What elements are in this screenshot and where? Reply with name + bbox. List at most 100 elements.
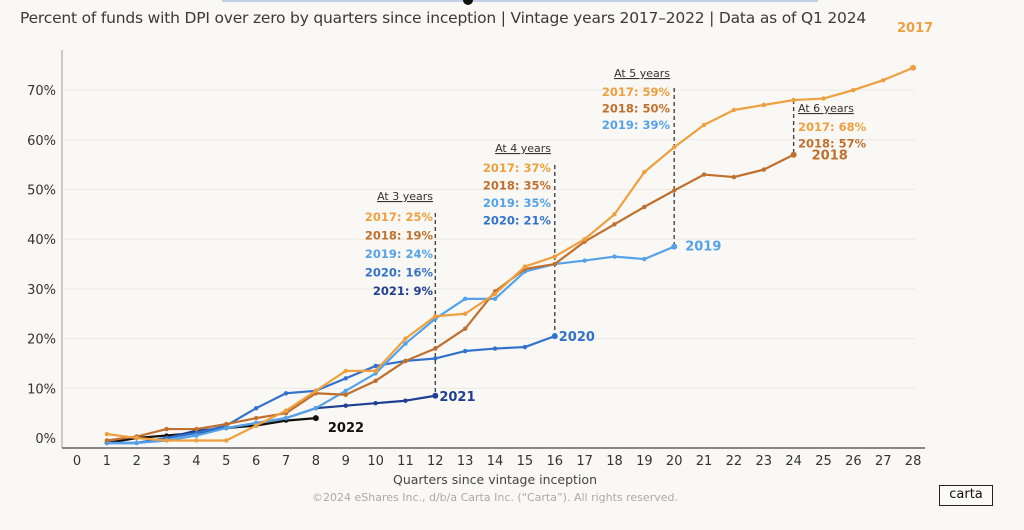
- data-point-2020: [433, 356, 438, 361]
- x-tick-label: 13: [457, 454, 474, 469]
- annotations: At 3 years 2017: 25% 2018: 19% 2019: 24% 202…: [365, 67, 867, 298]
- x-tick-label: 6: [252, 454, 260, 469]
- data-point-2018: [433, 346, 438, 351]
- annotation-value: 2018: 19%: [365, 229, 434, 243]
- x-tick-label: 27: [875, 454, 892, 469]
- data-point-2019: [343, 388, 348, 393]
- data-point-2017: [194, 438, 199, 443]
- x-tick-label: 20: [666, 454, 683, 469]
- data-point-2017: [283, 408, 289, 413]
- data-point-2017: [462, 311, 468, 316]
- annotation-value: 2019: 24%: [365, 247, 434, 261]
- data-point-2017: [582, 237, 587, 242]
- data-point-2017: [134, 435, 139, 441]
- data-point-2020: [492, 346, 498, 351]
- copyright-text: ©2024 eShares Inc., d/b/a Carta Inc. (“C…: [312, 491, 678, 504]
- x-tick-label: 9: [342, 454, 350, 469]
- data-point-2019: [612, 254, 617, 259]
- annotation-value: 2017: 37%: [483, 161, 552, 175]
- y-tick-label: 10%: [27, 382, 56, 397]
- x-tick-label: 18: [606, 454, 623, 469]
- annotation-value: 2020: 16%: [365, 266, 434, 280]
- data-point-2018: [253, 415, 259, 421]
- x-tick-label: 2: [133, 454, 141, 469]
- data-point-2017: [910, 64, 917, 71]
- data-point-2017: [612, 212, 617, 217]
- top-notch: [463, 0, 473, 5]
- x-tick-label: 1: [103, 454, 111, 469]
- data-point-2019: [642, 256, 647, 262]
- x-tick-label: 19: [636, 454, 653, 469]
- x-tick-label: 0: [73, 454, 81, 469]
- annotation-value: 2017: 68%: [798, 120, 867, 134]
- x-axis-ticks: 0 1 2 3 4 5 6 7 8 9 10 11 12 13 14 15 16 17 18 19 20 21 22 23 24…: [73, 454, 921, 469]
- data-point-2017: [791, 97, 796, 103]
- data-point-2018: [343, 392, 348, 397]
- data-point-2017: [224, 438, 229, 443]
- data-point-2019: [671, 243, 678, 250]
- annotation-value: 2020: 21%: [483, 214, 552, 228]
- x-tick-label: 24: [785, 454, 802, 469]
- y-tick-label: 60%: [27, 134, 56, 149]
- gridlines: [62, 89, 915, 389]
- data-point-2018: [403, 358, 408, 364]
- data-point-2021: [373, 401, 378, 406]
- data-point-2017: [701, 122, 707, 128]
- data-point-2017: [253, 423, 259, 428]
- annotation-value: 2018: 57%: [798, 137, 867, 151]
- data-point-2019: [403, 341, 408, 346]
- data-point-2017: [881, 77, 886, 83]
- data-point-2020: [253, 405, 259, 411]
- data-point-2018: [701, 172, 707, 177]
- x-tick-label: 15: [517, 454, 534, 469]
- data-point-2021: [432, 392, 439, 399]
- data-point-2021: [403, 398, 408, 403]
- y-tick-label: 40%: [27, 233, 56, 248]
- data-point-2020: [283, 391, 289, 396]
- end-label-2018: 2018: [812, 149, 848, 164]
- x-tick-label: 5: [222, 454, 230, 469]
- data-point-2017: [642, 169, 647, 175]
- data-point-2019: [224, 425, 229, 431]
- data-point-2018: [552, 261, 557, 267]
- data-point-2017: [373, 368, 378, 374]
- annotation-title: At 3 years: [377, 190, 433, 203]
- annotation-lines: [434, 88, 795, 396]
- x-tick-label: 25: [815, 454, 832, 469]
- data-point-2021: [343, 403, 348, 408]
- data-point-2019: [313, 405, 319, 411]
- data-point-2018: [672, 188, 677, 193]
- x-axis-label: Quarters since vintage inception: [393, 472, 597, 487]
- data-point-2019: [283, 415, 289, 421]
- x-tick-label: 14: [487, 454, 504, 469]
- data-point-2020: [551, 333, 558, 340]
- annotation-value: 2017: 59%: [602, 85, 671, 99]
- series-line-2020: [106, 335, 556, 445]
- browser-top-bar: [222, 0, 818, 2]
- data-point-2019: [194, 433, 199, 438]
- end-label-2020: 2020: [559, 330, 595, 345]
- y-tick-label: 50%: [27, 184, 56, 199]
- x-tick-label: 11: [397, 454, 414, 469]
- data-point-2017: [731, 107, 737, 113]
- data-point-2020: [343, 376, 348, 381]
- data-point-2017: [552, 254, 557, 259]
- carta-logo: carta: [939, 485, 993, 506]
- x-tick-label: 10: [367, 454, 384, 469]
- series-lines: [104, 64, 917, 446]
- annotation-value: 2018: 35%: [483, 179, 552, 193]
- annotation-title: At 6 years: [798, 102, 854, 115]
- x-tick-label: 21: [696, 454, 713, 469]
- axes: [61, 50, 925, 449]
- annotation-value: 2019: 35%: [483, 196, 552, 210]
- data-point-2017: [343, 368, 348, 374]
- x-tick-label: 3: [162, 454, 170, 469]
- data-point-2018: [164, 426, 169, 432]
- end-label-2022: 2022: [328, 421, 364, 436]
- annotation-title: At 5 years: [614, 67, 670, 80]
- data-point-2018: [790, 151, 797, 158]
- annotation-value: 2017: 25%: [365, 210, 434, 224]
- data-point-2020: [462, 348, 468, 354]
- data-point-2019: [134, 440, 139, 446]
